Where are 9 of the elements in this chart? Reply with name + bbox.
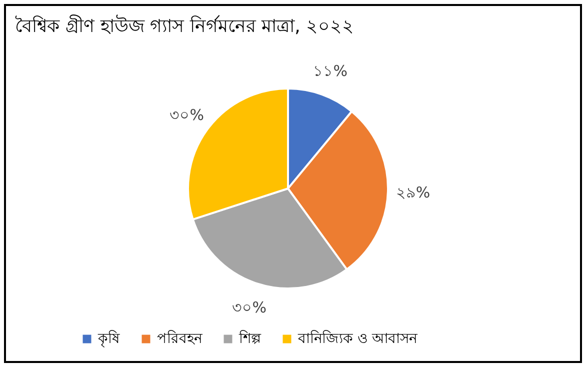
legend-label: পরিবহন — [157, 330, 203, 347]
data-label: ৩০% — [232, 298, 267, 316]
legend-label: বানিজ্যিক ও আবাসন — [297, 330, 418, 347]
chart-title: বৈশ্বিক গ্রীণ হাউজ গ্যাস নির্গমনের মাত্রা, ২০২২ — [15, 15, 354, 37]
legend-label: কৃষি — [97, 330, 120, 347]
data-label: ২৯% — [396, 183, 430, 202]
data-label: ৩০% — [170, 106, 204, 124]
data-label: ১১% — [313, 62, 348, 80]
legend-label: শিল্প — [238, 330, 262, 347]
